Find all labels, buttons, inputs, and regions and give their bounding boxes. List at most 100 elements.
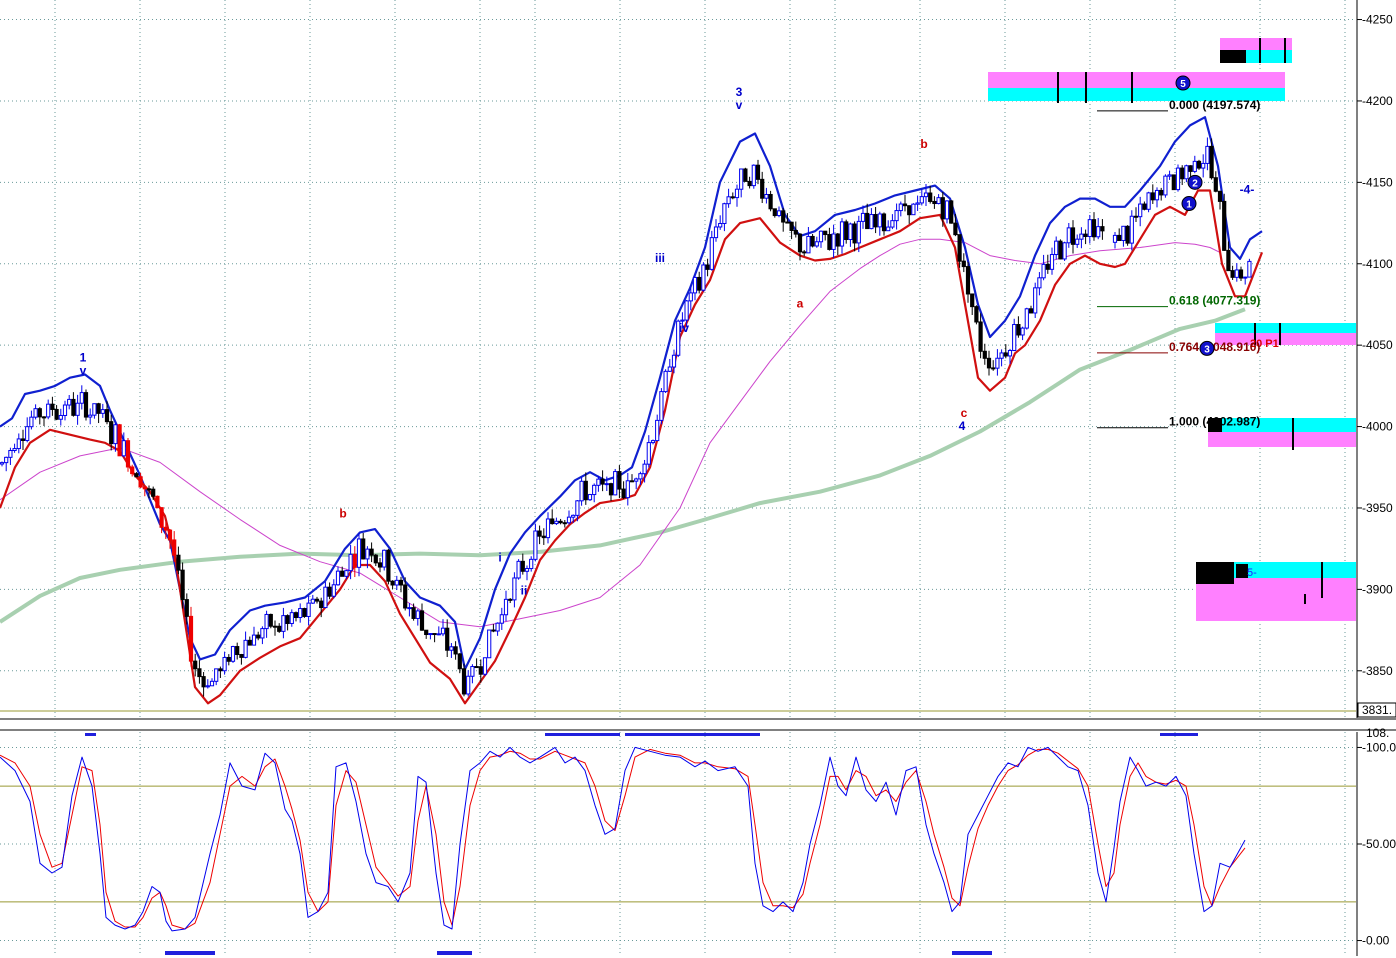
target-box [1220, 50, 1246, 63]
candle-body [374, 555, 377, 563]
target-box [988, 72, 1285, 88]
candle-body [1189, 166, 1192, 172]
candle-body [139, 477, 142, 487]
candle-body [752, 165, 755, 185]
wave-5-label: 5- [1247, 567, 1257, 579]
candle-body [538, 531, 541, 536]
overbought-marker [625, 733, 760, 736]
candle-body [198, 669, 201, 677]
candle-body [1000, 353, 1003, 358]
candle-body [252, 635, 255, 645]
series-line-3 [0, 309, 1245, 622]
candle-body [1017, 325, 1020, 335]
candle-body [1101, 227, 1104, 231]
candle-body [958, 235, 961, 262]
candle-body [30, 417, 33, 426]
candle-body [996, 358, 999, 368]
candle-body [882, 214, 885, 231]
candle-body [72, 399, 75, 415]
candle-body [17, 439, 20, 449]
candle-body [740, 169, 743, 189]
candle-body [819, 231, 822, 242]
price-candles [0, 137, 1251, 696]
candle-body [1214, 178, 1217, 192]
candle-body [1155, 190, 1158, 199]
wave-label: 4 [959, 419, 966, 433]
candle-body [782, 211, 785, 222]
candle-body [500, 615, 503, 623]
price-tick-label: -4100 [1362, 257, 1393, 271]
price-grid [0, 0, 1356, 718]
candle-body [983, 351, 986, 358]
candle-body [643, 464, 646, 474]
candle-body [710, 238, 713, 270]
candle-body [1239, 270, 1242, 278]
candle-body [731, 197, 734, 198]
candle-body [152, 489, 155, 496]
candle-body [181, 570, 184, 599]
wave-label: c [961, 406, 968, 420]
candle-body [744, 169, 747, 181]
candle-body [362, 539, 365, 559]
candle-body [168, 530, 171, 540]
candle-body [580, 481, 583, 501]
candle-body [1013, 325, 1016, 351]
candle-body [639, 474, 642, 479]
candle-body [105, 410, 108, 422]
fib-label: 0.618 (4077.319) [1169, 294, 1260, 308]
wave-label: iv [679, 321, 689, 335]
candle-body [618, 472, 621, 490]
candle-body [807, 236, 810, 252]
candle-body [887, 227, 890, 231]
candle-body [933, 201, 936, 203]
candle-body [282, 616, 285, 632]
price-axis: -3850-3900-3950-4000-4050-4100-4150-4200… [1357, 0, 1396, 718]
candle-body [244, 640, 247, 657]
candle-body [1172, 175, 1175, 190]
candle-body [248, 640, 251, 645]
candle-body [530, 559, 533, 568]
price-tick-label: -4050 [1362, 338, 1393, 352]
candle-body [786, 222, 789, 223]
wave-circle-label: 5 [1180, 79, 1186, 90]
candle-body [534, 531, 537, 559]
candle-body [475, 667, 478, 668]
candle-body [404, 585, 407, 608]
candle-body [273, 626, 276, 627]
wave-label: ii [521, 583, 528, 597]
candle-body [341, 571, 344, 576]
candle-body [185, 600, 188, 617]
candle-body [1231, 271, 1234, 278]
candle-body [93, 404, 96, 415]
wave-label: 1 [80, 350, 87, 364]
candle-body [748, 181, 751, 185]
candle-body [1038, 278, 1041, 288]
osc-tick-label: -100.0 [1362, 740, 1396, 754]
candle-body [311, 599, 314, 603]
candle-body [1164, 176, 1167, 195]
candle-body [903, 204, 906, 206]
candle-body [219, 669, 222, 671]
candle-body [1034, 288, 1037, 313]
candle-body [215, 669, 218, 681]
candle-body [173, 540, 176, 555]
candle-body [21, 439, 24, 441]
candle-body [353, 554, 356, 567]
candle-body [299, 609, 302, 618]
candle-body [916, 203, 919, 204]
candle-body [68, 399, 71, 405]
candle-body [135, 474, 138, 477]
candle-body [488, 630, 491, 658]
target-box [1208, 432, 1356, 447]
candle-body [555, 521, 558, 523]
overbought-marker [1160, 733, 1198, 736]
candle-body [1134, 216, 1137, 217]
candle-body [114, 425, 117, 444]
candle-body [664, 371, 667, 391]
candle-body [719, 224, 722, 227]
candle-body [509, 599, 512, 600]
candle-body [597, 479, 600, 485]
oversold-marker [952, 951, 992, 955]
candle-body [420, 611, 423, 630]
candle-body [576, 501, 579, 516]
